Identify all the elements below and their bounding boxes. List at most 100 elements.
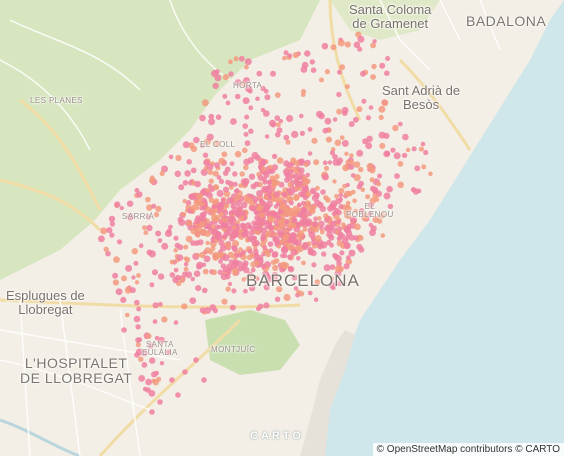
map-point — [372, 216, 380, 223]
map-point — [262, 245, 268, 251]
map-point — [168, 224, 173, 230]
map-point — [297, 246, 304, 253]
map-point — [235, 195, 241, 201]
map-point — [250, 183, 257, 190]
map-point — [200, 201, 205, 207]
map-point — [282, 192, 288, 198]
map-point — [380, 233, 386, 238]
attribution[interactable]: © OpenStreetMap contributors © CARTO — [372, 443, 564, 456]
map-point — [365, 115, 371, 121]
map-point — [247, 248, 253, 254]
map-point — [234, 188, 240, 193]
map-point — [233, 56, 239, 62]
map-point — [202, 287, 208, 294]
map-point — [217, 269, 224, 276]
map-point — [232, 181, 238, 187]
map-point — [135, 348, 143, 356]
map-point — [336, 219, 342, 224]
map-point — [217, 224, 222, 230]
map-point — [336, 108, 342, 115]
map-point — [267, 168, 273, 175]
map-point — [243, 131, 249, 137]
map-point — [283, 134, 290, 141]
map-point — [143, 230, 149, 236]
map-point — [420, 141, 426, 147]
map-point — [365, 142, 373, 150]
map-point — [213, 184, 220, 191]
map-point — [204, 230, 211, 237]
map-point — [302, 194, 309, 201]
map-point — [339, 64, 346, 71]
map-point — [285, 139, 291, 145]
map-point — [157, 273, 165, 280]
map-point — [296, 289, 301, 294]
map-point — [286, 162, 293, 169]
map-point — [307, 205, 315, 213]
map-point — [383, 192, 391, 200]
map-point — [292, 205, 300, 212]
map-point — [240, 201, 248, 209]
map-point — [348, 121, 355, 128]
map-point — [300, 188, 307, 194]
map-point — [358, 166, 364, 173]
map-point — [287, 196, 294, 202]
map-point — [248, 128, 254, 134]
map-point — [168, 154, 174, 160]
map-point — [174, 242, 181, 249]
map-point — [105, 250, 111, 257]
map-point — [108, 215, 116, 223]
map-point — [288, 200, 294, 206]
map-point — [281, 246, 288, 253]
map-point — [212, 82, 219, 90]
map-point — [145, 214, 152, 220]
map-point — [305, 172, 311, 178]
map-point — [330, 285, 336, 291]
map-point — [346, 255, 351, 261]
map-point — [190, 240, 196, 246]
map-point — [412, 188, 420, 195]
map-point — [282, 262, 290, 269]
map-point — [276, 157, 284, 164]
map-point — [338, 204, 344, 210]
map-point — [199, 307, 206, 314]
map-point — [323, 264, 331, 272]
map-point — [313, 159, 320, 166]
map-point — [184, 170, 191, 177]
map-point — [402, 133, 409, 141]
map-point — [220, 244, 227, 252]
map-point — [346, 223, 352, 229]
map-point — [397, 181, 405, 189]
map-point — [265, 200, 273, 208]
map-point — [241, 231, 248, 238]
map-point — [330, 44, 337, 51]
map-point — [274, 173, 280, 180]
map-point — [194, 217, 201, 225]
map-point — [244, 64, 249, 70]
map-point — [369, 167, 376, 174]
map-point — [377, 173, 383, 179]
map-point — [239, 222, 246, 229]
montjuic-park — [205, 310, 300, 375]
map-point — [174, 170, 182, 178]
map-point — [178, 218, 186, 226]
map-point — [195, 285, 202, 292]
map-point — [345, 200, 351, 206]
map-point — [345, 182, 350, 188]
map-point — [189, 297, 197, 304]
map-point — [120, 296, 127, 303]
map-point — [255, 96, 260, 102]
map-point — [344, 204, 350, 210]
map-point — [126, 200, 134, 207]
map-point — [138, 375, 146, 382]
map-point — [228, 259, 234, 264]
map-point — [314, 193, 320, 199]
map-point — [216, 204, 223, 211]
map-point — [230, 118, 237, 125]
map-point — [283, 293, 291, 302]
map-point — [116, 239, 123, 245]
map-point — [277, 218, 284, 226]
map-point — [189, 204, 197, 212]
map-point — [175, 392, 181, 398]
map-point — [337, 226, 343, 232]
